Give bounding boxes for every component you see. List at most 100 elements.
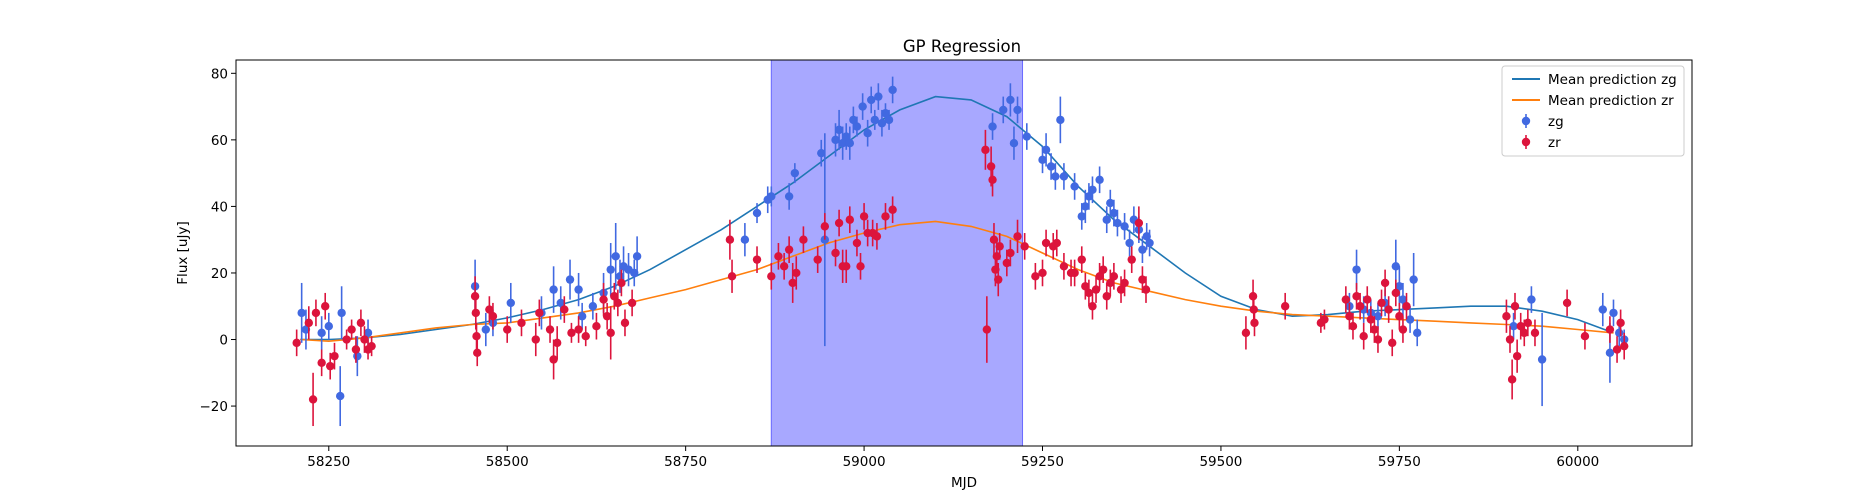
point-zg-90 (1409, 253, 1418, 307)
point-zg-73 (1120, 213, 1129, 240)
point-zg-93 (1527, 286, 1536, 313)
point-zr-125 (1395, 302, 1404, 330)
point-zr-29 (567, 322, 576, 343)
point-zr-8 (342, 329, 351, 350)
point-zr-133 (1516, 312, 1525, 340)
point-zr-76 (1006, 239, 1015, 267)
mean-line-zg (300, 95, 1614, 341)
point-zg-55 (1013, 96, 1022, 124)
point-zr-116 (1363, 286, 1372, 313)
point-zr-94 (1102, 282, 1111, 310)
point-zr-58 (852, 229, 862, 257)
point-zg-63 (1070, 173, 1079, 200)
point-zr-35 (606, 306, 615, 360)
point-zg-56 (1022, 123, 1032, 150)
point-zg-3 (324, 312, 333, 340)
point-zg-17 (577, 302, 587, 330)
legend-item-3: zr (1521, 135, 1561, 151)
chart-title: GP Regression (903, 37, 1021, 56)
point-zr-102 (1141, 276, 1151, 303)
point-zr-124 (1391, 279, 1401, 307)
point-zg-92 (1509, 312, 1518, 340)
point-zr-90 (1088, 292, 1097, 320)
point-zr-132 (1512, 339, 1522, 373)
point-zr-136 (1530, 319, 1540, 347)
point-zr-89 (1084, 279, 1094, 307)
y-tick-label: 80 (211, 66, 228, 82)
point-zr-131 (1510, 292, 1520, 320)
point-zg-4 (337, 286, 346, 340)
point-zr-78 (1020, 233, 1029, 260)
point-zg-18 (588, 292, 598, 320)
point-zr-77 (1013, 219, 1022, 253)
point-zr-53 (831, 239, 840, 267)
point-zr-79 (1031, 262, 1040, 290)
point-zr-138 (1580, 322, 1590, 350)
point-zg-69 (1102, 206, 1111, 234)
point-zr-93 (1098, 256, 1108, 283)
point-zg-59 (1046, 153, 1056, 180)
point-zr-40 (627, 289, 637, 317)
legend-item-2: zg (1521, 114, 1564, 130)
point-zr-95 (1106, 269, 1115, 297)
point-zr-41 (725, 219, 735, 260)
point-zg-27 (740, 223, 750, 257)
y-tick-label: 40 (211, 199, 228, 215)
point-zg-31 (784, 183, 794, 210)
point-zr-103 (1241, 316, 1251, 350)
point-zr-109 (1320, 309, 1329, 330)
point-zr-83 (1052, 229, 1061, 257)
point-zg-62 (1059, 163, 1069, 190)
point-zr-33 (599, 282, 608, 317)
x-tick-label: 60000 (1556, 454, 1599, 470)
point-zg-30 (767, 186, 776, 207)
point-zr-56 (842, 249, 851, 283)
point-zr-97 (1116, 276, 1126, 303)
point-zr-30 (574, 316, 583, 343)
point-zr-7 (330, 342, 339, 370)
point-zg-52 (999, 96, 1008, 124)
y-tick-label: −20 (200, 399, 229, 415)
legend-item-1: Mean prediction zr (1512, 93, 1674, 109)
point-zr-50 (799, 226, 808, 253)
point-zr-23 (531, 322, 540, 357)
point-zg-33 (817, 139, 826, 167)
point-zr-141 (1616, 309, 1625, 337)
point-zr-31 (581, 326, 590, 347)
point-zg-15 (565, 259, 575, 300)
point-zr-110 (1341, 286, 1351, 313)
point-zr-67 (982, 296, 992, 363)
highlight-span (770, 60, 1024, 446)
point-zr-106 (1250, 309, 1259, 337)
point-zg-74 (1125, 229, 1134, 257)
point-zr-64 (881, 203, 890, 230)
point-zr-69 (988, 163, 997, 197)
point-zr-36 (610, 282, 619, 310)
point-zr-140 (1612, 336, 1622, 363)
point-zg-2 (317, 316, 326, 350)
x-tick-label: 59000 (843, 454, 886, 470)
point-zg-14 (556, 286, 565, 320)
point-zr-91 (1091, 276, 1101, 303)
x-tick-label: 59500 (1199, 454, 1242, 470)
point-zr-47 (784, 236, 794, 263)
point-zg-13 (549, 266, 558, 313)
point-zr-1 (304, 306, 313, 340)
point-zg-54 (1009, 126, 1019, 160)
point-zg-32 (790, 163, 800, 184)
point-zr-73 (994, 262, 1003, 297)
point-zg-34 (820, 133, 830, 347)
point-zr-11 (356, 309, 366, 337)
point-zg-61 (1056, 96, 1065, 144)
point-zr-3 (311, 299, 321, 327)
plot-frame (235, 59, 1693, 447)
point-zr-87 (1077, 246, 1086, 273)
point-zg-94 (1537, 312, 1547, 407)
legend-label: Mean prediction zr (1548, 93, 1674, 109)
point-zr-24 (535, 299, 544, 327)
point-zg-84 (1373, 302, 1383, 330)
y-tick-label: 20 (211, 266, 228, 282)
point-zr-122 (1384, 296, 1393, 323)
point-zg-37 (838, 126, 847, 160)
point-zr-27 (552, 326, 562, 360)
